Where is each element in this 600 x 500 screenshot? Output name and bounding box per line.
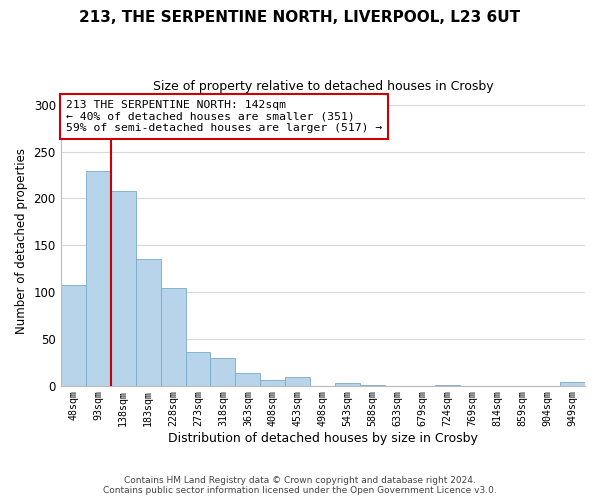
Bar [185,352,211,386]
Title: Size of property relative to detached houses in Crosby: Size of property relative to detached ho… [152,80,493,93]
Bar [560,382,585,386]
Bar [211,358,235,386]
Bar [161,288,185,386]
Bar [260,380,286,386]
Bar [61,284,86,386]
Bar [335,383,360,386]
Y-axis label: Number of detached properties: Number of detached properties [15,148,28,334]
Bar [136,260,161,386]
X-axis label: Distribution of detached houses by size in Crosby: Distribution of detached houses by size … [168,432,478,445]
Text: 213 THE SERPENTINE NORTH: 142sqm
← 40% of detached houses are smaller (351)
59% : 213 THE SERPENTINE NORTH: 142sqm ← 40% o… [66,100,382,133]
Text: 213, THE SERPENTINE NORTH, LIVERPOOL, L23 6UT: 213, THE SERPENTINE NORTH, LIVERPOOL, L2… [79,10,521,25]
Bar [360,384,385,386]
Bar [86,172,110,386]
Bar [435,384,460,386]
Bar [235,374,260,386]
Text: Contains HM Land Registry data © Crown copyright and database right 2024.
Contai: Contains HM Land Registry data © Crown c… [103,476,497,495]
Bar [286,377,310,386]
Bar [110,191,136,386]
